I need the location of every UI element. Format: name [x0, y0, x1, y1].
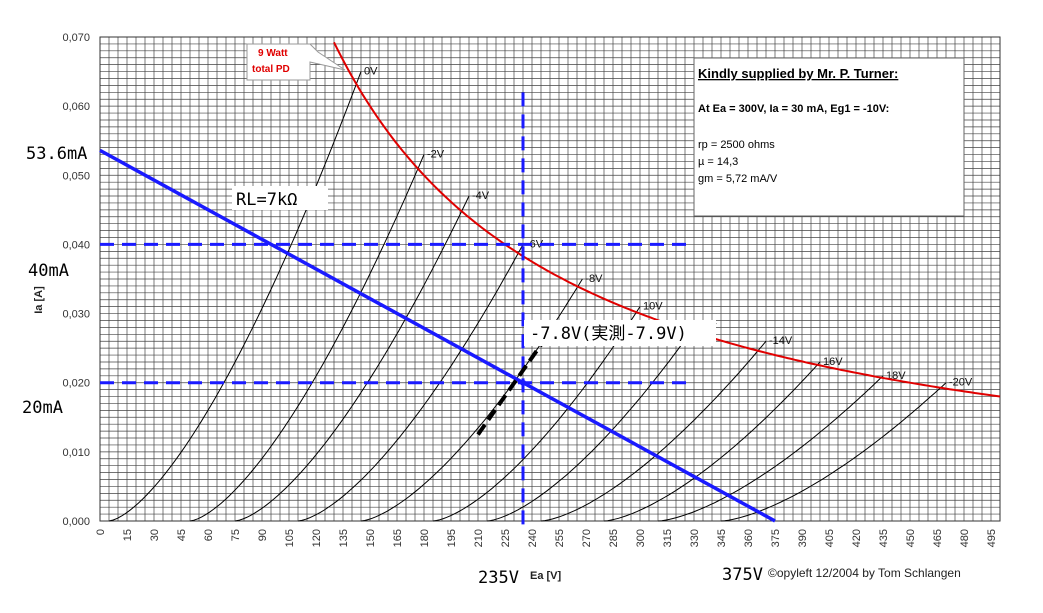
load-line	[99, 148, 776, 523]
plate-curve	[189, 154, 425, 522]
y-tick-label: 0,010	[62, 447, 90, 459]
x-tick-label: 285	[608, 529, 620, 547]
x-tick-label: 270	[581, 529, 593, 547]
x-tick-label: 135	[338, 529, 350, 547]
x-tick-label: 60	[203, 529, 215, 541]
plot-frame	[99, 36, 1001, 522]
x-tick-label: 360	[743, 529, 755, 547]
x-tick-label: 45	[176, 529, 188, 541]
y-tick-label: 0,020	[62, 378, 90, 390]
plate-curve	[603, 361, 821, 522]
annotation-235v: 235V	[478, 568, 519, 588]
y-tick-label: 0,050	[62, 170, 90, 182]
y-tick-label: 0,040	[62, 239, 90, 251]
x-tick-label: 120	[311, 529, 323, 547]
x-tick-label: 330	[689, 529, 701, 547]
load-line-label-text: RL=7kΩ	[236, 190, 297, 210]
plate-curve-label: -20V	[949, 377, 973, 389]
x-tick-label: 180	[419, 529, 431, 547]
plate-curve-label: -8V	[585, 273, 603, 285]
x-tick-label: 165	[392, 529, 404, 547]
x-tick-label: 150	[365, 529, 377, 547]
x-tick-label: 480	[959, 529, 971, 547]
bias-label-text: -7.8V(実測-7.9V)	[530, 324, 687, 344]
x-tick-label: 345	[716, 529, 728, 547]
x-tick-label: 90	[257, 529, 269, 541]
x-tick-label: 300	[635, 529, 647, 547]
x-tick-label: 225	[500, 529, 512, 547]
y-axis-label: Ia [A]	[33, 286, 45, 314]
x-axis-label: Ea [V]	[530, 570, 562, 582]
y-tick-label: 0,030	[62, 309, 90, 321]
info-box-rp: rp = 2500 ohms	[698, 139, 775, 151]
y-tick-label: 0,060	[62, 101, 90, 113]
plate-curve-label: -6V	[526, 238, 544, 250]
plate-curve	[540, 340, 767, 522]
power-callout-line1: 9 Watt	[258, 48, 288, 59]
annotation-40ma: 40mA	[28, 261, 69, 281]
y-tick-label: 0,000	[62, 516, 90, 528]
x-tick-label: 15	[122, 529, 134, 541]
plate-curve-label: -2V	[427, 149, 445, 161]
plate-curve-label: 10V	[643, 301, 663, 313]
info-box-mu: µ = 14,3	[698, 156, 738, 168]
x-tick-label: 0	[95, 529, 107, 535]
x-tick-label: 420	[851, 529, 863, 547]
y-tick-label: 0,070	[62, 32, 90, 44]
x-tick-label: 465	[932, 529, 944, 547]
bias-label: -7.8V(実測-7.9V)	[524, 320, 716, 346]
plate-curve-label: 16V	[823, 356, 843, 368]
plate-curve	[486, 327, 695, 522]
info-box-title: Kindly supplied by Mr. P. Turner:	[698, 66, 898, 81]
x-tick-label: 210	[473, 529, 485, 547]
x-tick-label: 450	[905, 529, 917, 547]
chart-axes: 0,000 0,010 0,020 0,030 0,040 0,050 0,060 0,070…	[62, 32, 998, 547]
plate-curve	[432, 306, 641, 522]
x-tick-label: 105	[284, 529, 296, 547]
power-callout-line2: total PD	[252, 64, 290, 75]
x-tick-label: 375	[770, 529, 782, 547]
bias-curve	[476, 343, 543, 436]
plate-curve-label: 0V	[364, 66, 378, 78]
x-tick-label: 195	[446, 529, 458, 547]
x-tick-label: 240	[527, 529, 539, 547]
load-line-label: RL=7kΩ	[232, 186, 328, 210]
x-tick-label: 390	[797, 529, 809, 547]
info-box-gm: gm = 5,72 mA/V	[698, 173, 778, 185]
x-tick-label: 30	[149, 529, 161, 541]
annotation-20ma: 20mA	[22, 398, 63, 418]
plate-curve-label: -4V	[472, 190, 490, 202]
operating-point	[520, 379, 526, 386]
plate-curve	[234, 195, 470, 522]
x-tick-label: 75	[230, 529, 242, 541]
x-tick-label: 255	[554, 529, 566, 547]
copyleft-credit: ©opyleft 12/2004 by Tom Schlangen	[768, 566, 961, 580]
info-box: Kindly supplied by Mr. P. Turner: At Ea …	[693, 57, 965, 217]
plate-curve	[108, 71, 362, 522]
x-tick-label: 315	[662, 529, 674, 547]
annotation-53-6ma: 53.6mA	[26, 144, 87, 164]
guide-lines	[100, 92, 694, 525]
plate-curve	[297, 244, 524, 522]
plate-curve-label: -14V	[769, 335, 793, 347]
x-tick-label: 495	[986, 529, 998, 547]
power-callout: 9 Watt total PD	[246, 43, 346, 81]
info-box-conditions: At Ea = 300V, Ia = 30 mA, Eg1 = -10V:	[698, 103, 889, 115]
plate-curve	[657, 375, 884, 522]
x-tick-label: 405	[824, 529, 836, 547]
annotation-375v: 375V	[722, 565, 763, 585]
x-tick-label: 435	[878, 529, 890, 547]
load-line-group	[99, 148, 776, 523]
